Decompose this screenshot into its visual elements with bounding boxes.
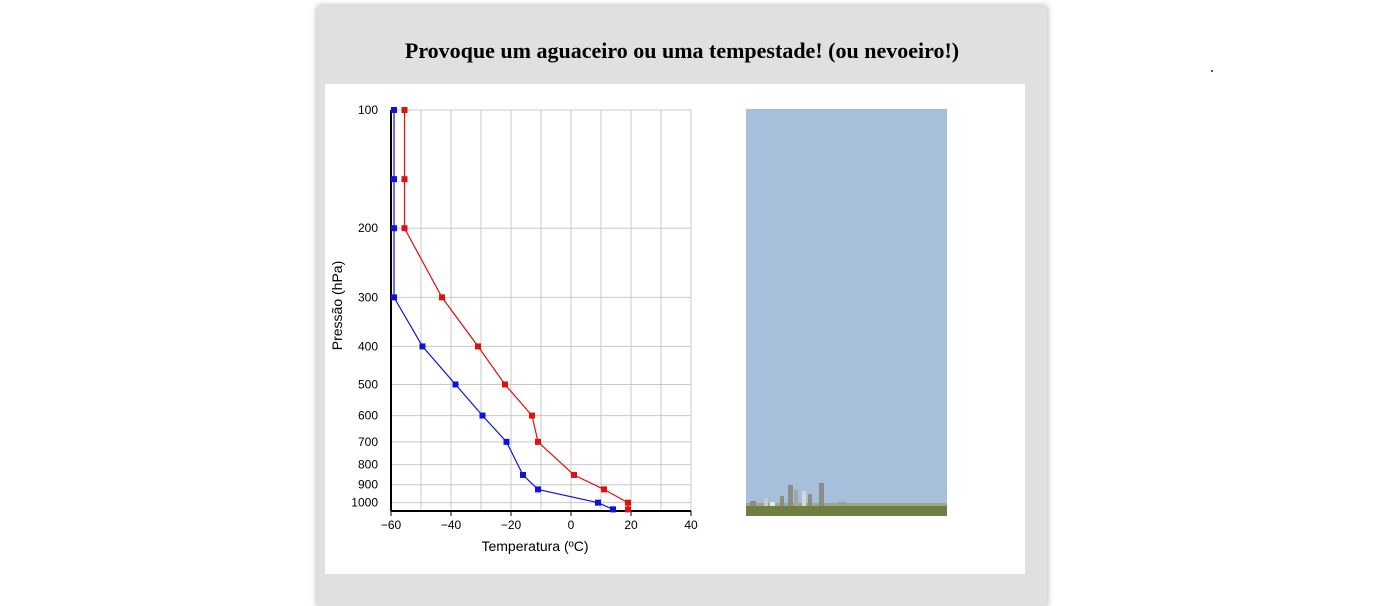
data-point xyxy=(625,506,631,513)
data-point xyxy=(520,471,526,478)
building xyxy=(838,502,846,506)
chart-card: −60 −40 −20 0 20 40 100 200 300 400 500 600 700 800 90… xyxy=(325,84,1025,574)
page-title: Provoque um aguaceiro ou uma tempestade!… xyxy=(404,38,960,63)
y-tick-label: 400 xyxy=(358,339,378,353)
data-point xyxy=(391,107,397,113)
y-tick-label: 1000 xyxy=(351,496,378,510)
data-point xyxy=(401,107,408,113)
data-point xyxy=(610,506,616,513)
y-tick-label: 200 xyxy=(358,221,378,235)
data-point xyxy=(401,176,408,183)
x-tick-label: 0 xyxy=(568,518,575,532)
data-point xyxy=(391,294,397,301)
data-point xyxy=(535,438,541,445)
data-point xyxy=(595,499,601,506)
stray-dot xyxy=(1211,70,1213,72)
y-tick-label: 600 xyxy=(358,409,378,423)
sounding-chart[interactable]: −60 −40 −20 0 20 40 100 200 300 400 500 600 700 800 90… xyxy=(325,84,1025,574)
x-tick-label: −20 xyxy=(501,518,522,532)
x-tick-label: 20 xyxy=(624,518,638,532)
data-point xyxy=(535,486,541,493)
data-point xyxy=(601,486,607,493)
x-tick-label: −60 xyxy=(381,518,402,532)
x-axis-label: Temperatura (ºC) xyxy=(481,538,588,554)
building xyxy=(794,490,798,506)
data-point xyxy=(439,294,445,301)
building xyxy=(770,502,775,506)
y-tick-label: 700 xyxy=(358,435,378,449)
x-tick-label: 40 xyxy=(684,518,698,532)
horizon-line xyxy=(746,503,947,506)
content-panel: Provoque um aguaceiro ou uma tempestade!… xyxy=(317,6,1047,606)
building xyxy=(808,494,812,506)
data-point xyxy=(571,471,577,478)
building xyxy=(764,498,768,506)
series-line-1 xyxy=(403,110,629,510)
data-point xyxy=(419,343,426,350)
ground-strip xyxy=(746,506,947,516)
y-tick-label: 300 xyxy=(358,290,378,304)
building xyxy=(802,491,806,506)
data-point xyxy=(502,381,508,388)
data-point xyxy=(503,438,510,445)
y-tick-label: 500 xyxy=(358,377,378,391)
y-axis-label: Pressão (hPa) xyxy=(329,261,345,350)
series-line-2 xyxy=(393,110,614,510)
data-point xyxy=(401,225,408,232)
building xyxy=(819,483,824,506)
data-point xyxy=(625,499,631,506)
y-tick-label: 100 xyxy=(358,103,378,117)
data-point xyxy=(452,381,459,388)
data-point xyxy=(529,412,535,419)
sky-scene xyxy=(746,109,947,516)
data-point xyxy=(391,225,397,232)
data-point xyxy=(475,343,481,350)
data-point xyxy=(391,176,397,183)
building xyxy=(780,496,784,506)
building xyxy=(788,485,793,506)
x-tick-label: −40 xyxy=(441,518,462,532)
y-tick-label: 800 xyxy=(358,458,378,472)
building xyxy=(750,501,756,506)
data-point xyxy=(479,412,486,419)
y-tick-label: 900 xyxy=(358,478,378,492)
